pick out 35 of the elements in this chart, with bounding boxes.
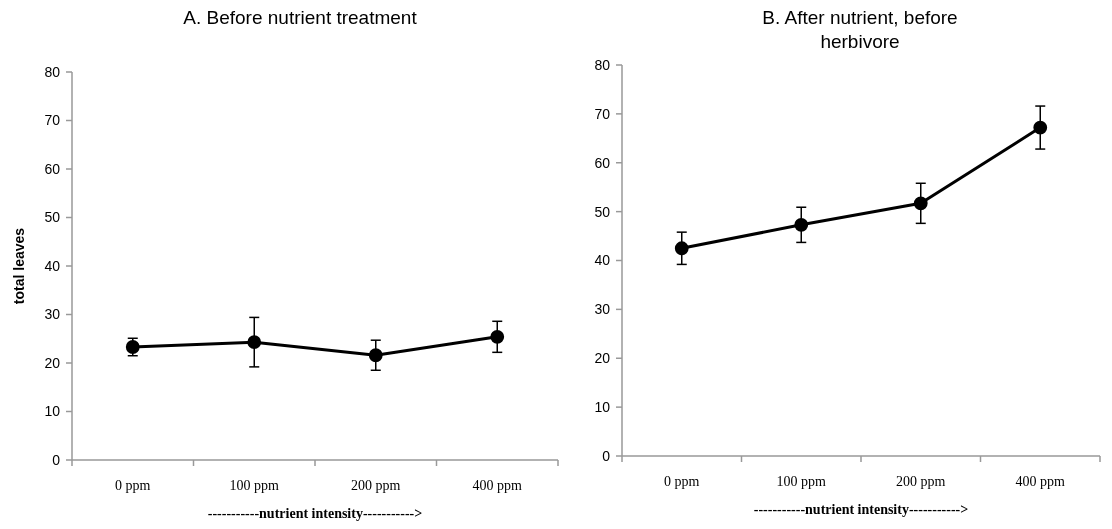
x-tick-label: 200 ppm xyxy=(351,478,401,493)
y-tick-label: 70 xyxy=(44,112,61,129)
x-tick-label: 100 ppm xyxy=(776,474,827,489)
y-axis-title: total leaves xyxy=(11,227,27,305)
y-tick-label: 80 xyxy=(44,63,61,80)
x-tick-label: 400 ppm xyxy=(1015,474,1066,489)
x-tick-label: 0 ppm xyxy=(115,478,151,493)
y-tick-label: 10 xyxy=(44,403,61,420)
y-tick-label: 20 xyxy=(594,350,611,367)
y-tick-label: 50 xyxy=(594,203,611,220)
x-tick-label: 200 ppm xyxy=(896,474,946,489)
y-tick-label: 50 xyxy=(44,209,61,226)
x-tick-label: 400 ppm xyxy=(472,478,523,493)
y-tick-label: 40 xyxy=(44,257,61,274)
x-tick-label: 0 ppm xyxy=(664,474,700,489)
chart-title: B. After nutrient, before herbivore xyxy=(762,7,958,52)
y-tick-label: 10 xyxy=(594,399,611,416)
point xyxy=(913,196,928,211)
y-tick-label: 20 xyxy=(44,354,61,371)
y-tick-label: 0 xyxy=(52,451,61,468)
y-tick-label: 80 xyxy=(594,56,611,73)
x-tick-label: 100 ppm xyxy=(229,478,280,493)
y-tick-label: 60 xyxy=(594,154,611,171)
y-tick-label: 30 xyxy=(594,301,611,318)
y-tick-label: 40 xyxy=(594,252,611,269)
point xyxy=(674,241,689,256)
x-axis-title: -----------nutrient intensity-----------> xyxy=(207,506,423,521)
point xyxy=(794,217,809,232)
x-axis-title: -----------nutrient intensity-----------> xyxy=(753,502,969,517)
point xyxy=(1033,120,1048,135)
chart-title: A. Before nutrient treatment xyxy=(183,7,418,28)
y-tick-label: 60 xyxy=(44,160,61,177)
y-tick-label: 70 xyxy=(594,105,611,122)
y-tick-label: 0 xyxy=(602,447,611,464)
y-tick-label: 30 xyxy=(44,306,61,323)
